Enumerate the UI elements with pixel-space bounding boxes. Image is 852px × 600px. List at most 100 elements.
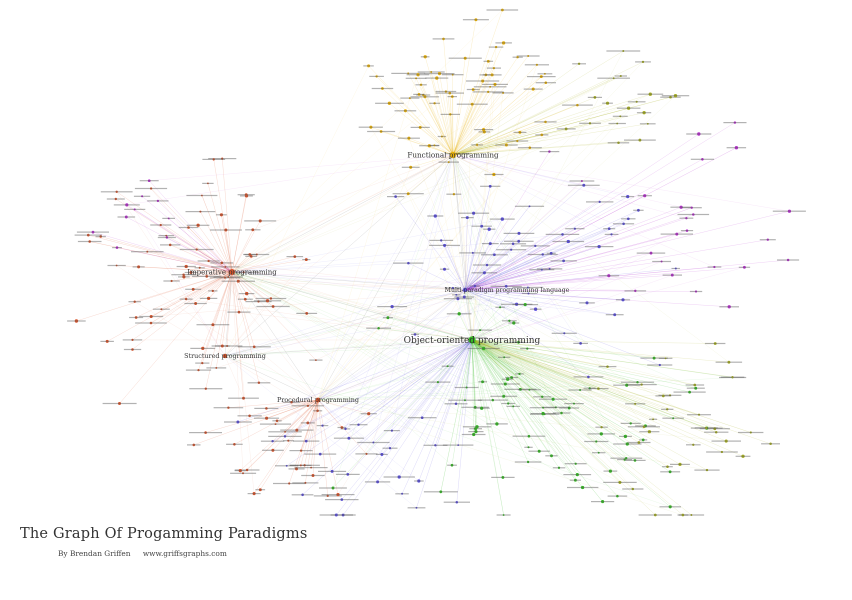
graph-edge bbox=[471, 339, 668, 467]
graph-node bbox=[365, 452, 368, 455]
graph-edge bbox=[471, 339, 707, 429]
graph-node bbox=[582, 183, 586, 187]
graph-edge bbox=[452, 108, 629, 156]
graph-node bbox=[474, 429, 478, 434]
node-label-mark bbox=[614, 75, 627, 77]
graph-edge bbox=[464, 64, 538, 291]
node-label-mark bbox=[461, 217, 474, 219]
node-label-mark bbox=[637, 195, 652, 197]
graph-edge bbox=[368, 65, 454, 156]
graph-edge bbox=[471, 339, 498, 424]
graph-edge bbox=[471, 339, 520, 375]
graph-node bbox=[394, 195, 397, 198]
graph-edge bbox=[452, 154, 584, 186]
node-label-mark bbox=[228, 271, 260, 273]
graph-edge bbox=[471, 339, 512, 378]
node-label-mark bbox=[211, 266, 240, 268]
node-label-mark bbox=[529, 269, 555, 271]
graph-edge bbox=[452, 47, 497, 156]
node-label-mark bbox=[226, 443, 243, 445]
node-label-mark bbox=[209, 277, 241, 279]
node-label-mark bbox=[658, 357, 673, 359]
graph-edge bbox=[138, 266, 233, 273]
graph-node bbox=[417, 479, 421, 483]
graph-edge bbox=[193, 271, 233, 290]
node-label-mark bbox=[563, 474, 592, 476]
graph-node bbox=[271, 439, 274, 443]
node-label-mark bbox=[479, 74, 493, 76]
graph-edge bbox=[471, 339, 674, 419]
node-label-mark bbox=[134, 187, 168, 190]
graph-edge bbox=[436, 78, 454, 156]
graph-node bbox=[357, 423, 360, 426]
graph-node bbox=[560, 411, 563, 415]
node-label-mark bbox=[533, 396, 552, 398]
hub-edge bbox=[224, 289, 466, 357]
graph-node bbox=[527, 446, 530, 449]
graph-edge bbox=[459, 313, 473, 341]
graph-edge bbox=[332, 339, 473, 489]
graph-edge bbox=[464, 289, 536, 310]
node-label-mark bbox=[552, 240, 585, 243]
graph-node bbox=[619, 74, 622, 78]
graph-node bbox=[597, 451, 600, 454]
graph-edge bbox=[471, 339, 666, 359]
graph-edge bbox=[370, 127, 454, 156]
graph-node bbox=[595, 440, 598, 443]
node-label-mark bbox=[496, 249, 527, 251]
graph-edge bbox=[464, 122, 736, 291]
graph-edge bbox=[312, 399, 319, 476]
node-label-mark bbox=[290, 464, 312, 466]
graph-edge bbox=[452, 142, 619, 156]
graph-node bbox=[634, 289, 637, 293]
node-label-mark bbox=[584, 440, 609, 443]
graph-node bbox=[493, 253, 496, 257]
graph-node bbox=[664, 357, 667, 360]
node-label-mark bbox=[660, 471, 681, 473]
graph-node bbox=[321, 424, 324, 427]
graph-edge bbox=[170, 244, 233, 273]
node-label-mark bbox=[247, 382, 271, 384]
graph-edge bbox=[221, 214, 233, 273]
graph-edge bbox=[141, 196, 233, 273]
node-label-mark bbox=[537, 73, 553, 75]
hub-dot bbox=[222, 353, 228, 359]
graph-edge bbox=[226, 271, 233, 346]
graph-edge bbox=[417, 74, 454, 156]
graph-edge bbox=[471, 339, 633, 490]
graph-node bbox=[742, 265, 746, 269]
node-label-mark bbox=[190, 347, 216, 349]
node-label-mark bbox=[658, 394, 682, 396]
node-label-mark bbox=[652, 260, 671, 263]
node-label-mark bbox=[357, 441, 390, 444]
node-label-mark bbox=[254, 417, 280, 419]
node-label-mark bbox=[723, 122, 747, 124]
graph-node bbox=[295, 428, 299, 432]
node-label-mark bbox=[621, 218, 636, 220]
graph-edge bbox=[199, 267, 233, 273]
graph-node bbox=[474, 18, 478, 22]
node-label-mark bbox=[213, 276, 243, 278]
node-label-mark bbox=[289, 464, 320, 466]
graph-edge bbox=[471, 339, 474, 435]
graph-edge bbox=[464, 196, 628, 291]
graph-node bbox=[88, 240, 91, 243]
graph-edge bbox=[317, 306, 393, 401]
graph-edge bbox=[126, 204, 233, 273]
node-label-mark bbox=[427, 215, 444, 217]
graph-edge bbox=[452, 154, 627, 459]
node-label-mark bbox=[259, 423, 291, 425]
graph-edge bbox=[119, 271, 233, 404]
node-label-mark bbox=[291, 405, 325, 407]
graph-node bbox=[204, 431, 207, 434]
graph-edge bbox=[231, 271, 247, 294]
graph-edge bbox=[464, 254, 543, 291]
node-label-mark bbox=[423, 444, 448, 446]
graph-node bbox=[516, 139, 519, 143]
graph-edge bbox=[471, 339, 509, 404]
graph-edge bbox=[452, 104, 473, 156]
node-label-mark bbox=[466, 88, 480, 91]
graph-edge bbox=[452, 154, 581, 344]
graph-edge bbox=[452, 86, 491, 156]
graph-edge bbox=[464, 207, 692, 291]
